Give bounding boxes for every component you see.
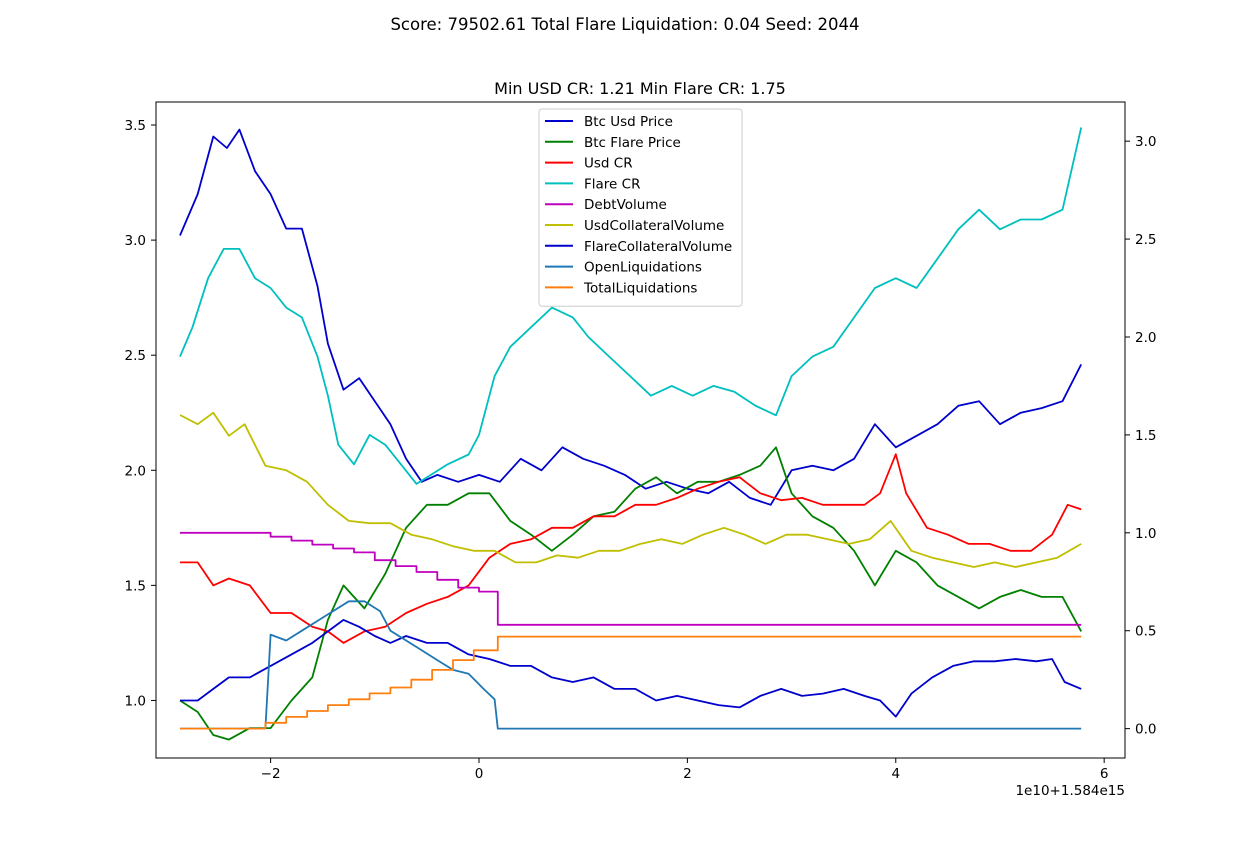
y-right-tick-label: 2.0 xyxy=(1135,330,1156,346)
legend-entry: OpenLiquidations xyxy=(584,260,702,276)
x-offset-text: 1e10+1.584e15 xyxy=(1015,783,1125,799)
legend-entry: UsdCollateralVolume xyxy=(584,218,724,234)
y-right-tick-label: 1.0 xyxy=(1135,526,1156,542)
y-left-tick-label: 1.5 xyxy=(125,578,146,594)
y-right-tick-label: 2.5 xyxy=(1135,232,1156,248)
legend-entry: TotalLiquidations xyxy=(583,280,697,296)
figure-suptitle: Score: 79502.61 Total Flare Liquidation:… xyxy=(390,15,859,34)
legend-entry: Flare CR xyxy=(584,176,640,192)
series-line-6 xyxy=(180,619,1082,718)
x-tick-label: 2 xyxy=(683,766,692,782)
legend-box xyxy=(538,108,743,307)
series-line-5 xyxy=(179,411,1082,568)
series-line-3 xyxy=(179,127,1083,485)
series-line-0 xyxy=(179,128,1083,506)
legend-entry: FlareCollateralVolume xyxy=(584,239,732,255)
y-right-tick-label: 3.0 xyxy=(1135,134,1156,150)
y-left-tick-label: 3.0 xyxy=(125,233,146,249)
chart-title: Min USD CR: 1.21 Min Flare CR: 1.75 xyxy=(494,79,786,98)
x-tick-label: 4 xyxy=(891,766,900,782)
y-left-tick-label: 1.0 xyxy=(125,693,146,709)
y-right-tick-label: 1.5 xyxy=(1135,428,1156,444)
x-tick-label: 6 xyxy=(1100,766,1109,782)
series-line-4 xyxy=(180,531,1082,626)
axes-frame xyxy=(155,101,1126,759)
legend-entry: Btc Usd Price xyxy=(584,114,673,130)
series-line-7 xyxy=(180,600,1082,730)
x-tick-label: 0 xyxy=(475,766,484,782)
series-line-1 xyxy=(179,446,1082,741)
y-left-tick-label: 2.0 xyxy=(125,463,146,479)
legend-entry: DebtVolume xyxy=(584,197,667,213)
y-left-tick-label: 2.5 xyxy=(125,348,146,364)
y-right-tick-label: 0.5 xyxy=(1135,624,1156,640)
y-right-tick-label: 0.0 xyxy=(1135,722,1156,738)
legend-entry: Btc Flare Price xyxy=(584,135,681,151)
series-line-2 xyxy=(180,453,1082,644)
x-tick-label: −2 xyxy=(261,766,281,782)
legend-entry: Usd CR xyxy=(584,156,633,172)
y-left-tick-label: 3.5 xyxy=(125,118,146,134)
series-line-8 xyxy=(180,635,1082,730)
